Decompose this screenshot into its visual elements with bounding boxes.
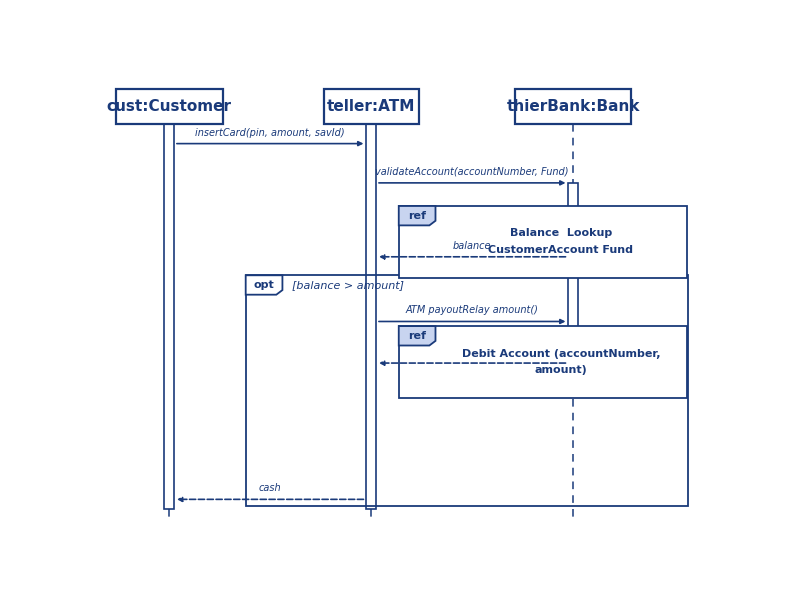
- Text: amount): amount): [535, 365, 588, 375]
- Text: [balance > amount]: [balance > amount]: [292, 280, 404, 290]
- Text: thierBank:Bank: thierBank:Bank: [506, 99, 640, 114]
- FancyBboxPatch shape: [367, 109, 376, 509]
- Polygon shape: [399, 326, 435, 346]
- FancyBboxPatch shape: [515, 89, 631, 124]
- Text: opt: opt: [254, 280, 274, 290]
- Text: Debit Account (accountNumber,: Debit Account (accountNumber,: [461, 349, 660, 359]
- FancyBboxPatch shape: [324, 89, 419, 124]
- Text: CustomerAccount Fund: CustomerAccount Fund: [488, 245, 634, 255]
- FancyBboxPatch shape: [568, 183, 578, 358]
- Polygon shape: [399, 206, 435, 226]
- Polygon shape: [246, 275, 282, 295]
- Text: ref: ref: [408, 331, 426, 341]
- FancyBboxPatch shape: [115, 89, 223, 124]
- Text: ATM payoutRelay amount(): ATM payoutRelay amount(): [406, 305, 539, 316]
- FancyBboxPatch shape: [164, 121, 174, 509]
- Text: validateAccount(accountNumber, Fund): validateAccount(accountNumber, Fund): [375, 167, 569, 177]
- Text: ref: ref: [408, 211, 426, 221]
- Polygon shape: [399, 326, 687, 398]
- Text: Balance  Lookup: Balance Lookup: [510, 229, 612, 238]
- Polygon shape: [399, 206, 687, 278]
- Text: cash: cash: [259, 484, 281, 493]
- Text: insertCard(pin, amount, savId): insertCard(pin, amount, savId): [195, 128, 345, 137]
- Text: cust:Customer: cust:Customer: [107, 99, 231, 114]
- Text: balance: balance: [453, 241, 491, 251]
- Text: teller:ATM: teller:ATM: [327, 99, 416, 114]
